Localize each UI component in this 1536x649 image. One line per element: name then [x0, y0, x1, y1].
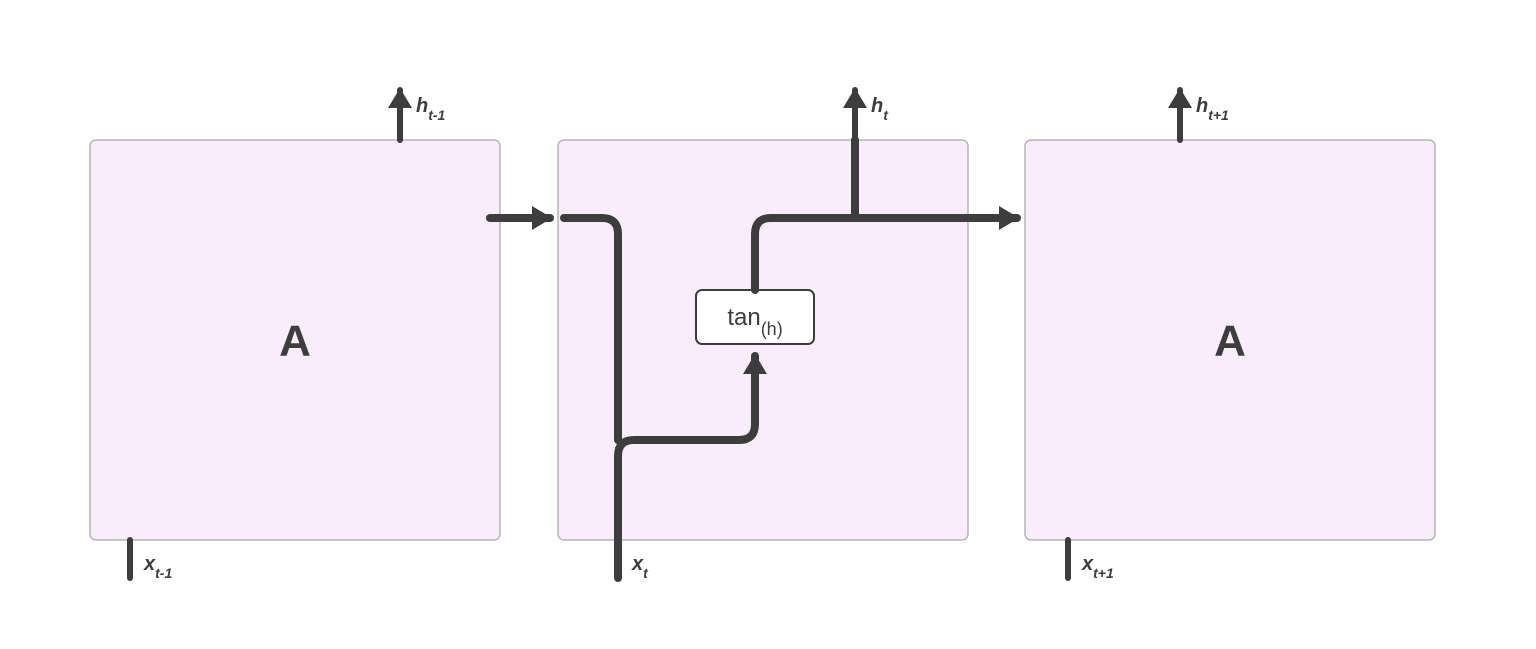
cell-label-2: A	[1214, 316, 1246, 365]
rnn-diagram: Axt-1ht-1xthtAxt+1ht+1tan(h)	[0, 0, 1536, 649]
cell-label-0: A	[279, 316, 311, 365]
